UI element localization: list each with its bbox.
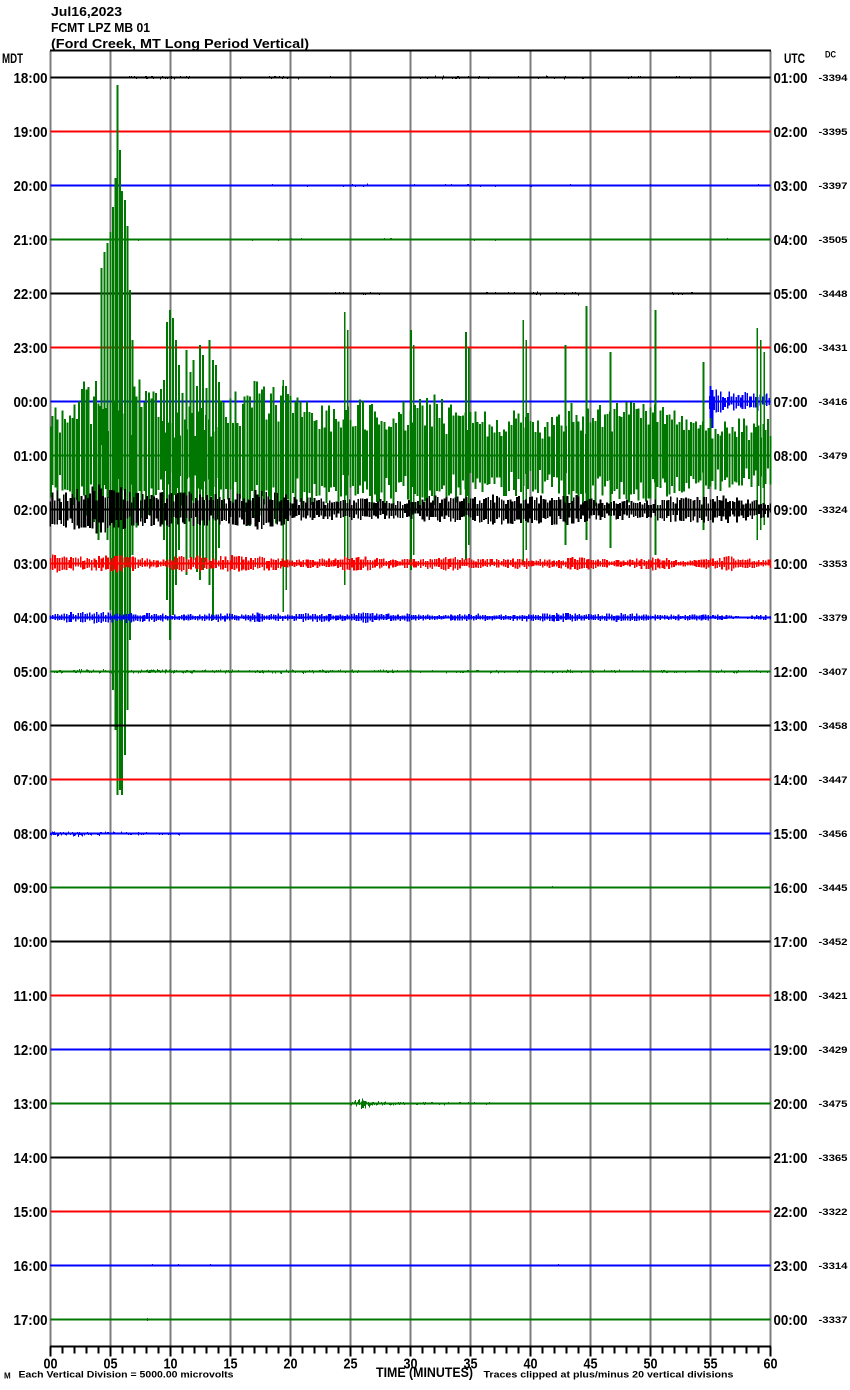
svg-text:45: 45	[584, 1357, 598, 1373]
svg-text:-3505: -3505	[819, 235, 849, 246]
svg-text:19:00: 19:00	[774, 1043, 808, 1059]
svg-text:17:00: 17:00	[14, 1313, 48, 1329]
svg-text:-3314: -3314	[819, 1261, 849, 1272]
svg-text:18:00: 18:00	[774, 989, 808, 1005]
svg-text:00:00: 00:00	[14, 395, 48, 411]
svg-text:01:00: 01:00	[774, 71, 808, 87]
svg-text:15:00: 15:00	[14, 1205, 48, 1221]
svg-text:15: 15	[224, 1357, 238, 1373]
svg-text:02:00: 02:00	[14, 503, 48, 519]
svg-text:-3452: -3452	[819, 937, 848, 948]
svg-text:07:00: 07:00	[774, 395, 808, 411]
svg-text:-3395: -3395	[819, 127, 849, 138]
svg-text:02:00: 02:00	[774, 125, 808, 141]
svg-text:-3416: -3416	[819, 397, 848, 408]
svg-text:Traces clipped at plus/minus 2: Traces clipped at plus/minus 20 vertical…	[484, 1370, 734, 1380]
svg-text:21:00: 21:00	[774, 1151, 808, 1167]
svg-text:-3407: -3407	[819, 667, 848, 678]
svg-text:22:00: 22:00	[774, 1205, 808, 1221]
svg-text:-3421: -3421	[819, 991, 849, 1002]
svg-text:-3447: -3447	[819, 775, 848, 786]
svg-text:Each Vertical Division = 5000.: Each Vertical Division = 5000.00 microvo…	[19, 1370, 234, 1380]
svg-text:13:00: 13:00	[774, 719, 808, 735]
svg-text:-3458: -3458	[819, 721, 848, 732]
svg-text:DC: DC	[825, 50, 836, 61]
svg-text:55: 55	[704, 1357, 718, 1373]
svg-text:35: 35	[464, 1357, 478, 1373]
svg-text:Jul16,2023: Jul16,2023	[51, 4, 122, 19]
svg-text:10:00: 10:00	[14, 935, 48, 951]
svg-text:(Ford Creek, MT Long Period Ve: (Ford Creek, MT Long Period Vertical)	[51, 36, 309, 51]
svg-text:M: M	[4, 1372, 11, 1381]
svg-text:12:00: 12:00	[14, 1043, 48, 1059]
svg-text:05:00: 05:00	[14, 665, 48, 681]
svg-text:60: 60	[764, 1357, 778, 1373]
svg-text:TIME (MINUTES): TIME (MINUTES)	[376, 1365, 473, 1380]
svg-text:12:00: 12:00	[774, 665, 808, 681]
svg-text:-3456: -3456	[819, 829, 848, 840]
svg-text:19:00: 19:00	[14, 125, 48, 141]
svg-text:14:00: 14:00	[774, 773, 808, 789]
svg-text:16:00: 16:00	[14, 1259, 48, 1275]
svg-text:30: 30	[404, 1357, 418, 1373]
svg-text:09:00: 09:00	[774, 503, 808, 519]
svg-text:FCMT LPZ MB 01: FCMT LPZ MB 01	[51, 20, 150, 35]
svg-text:20:00: 20:00	[14, 179, 48, 195]
svg-text:13:00: 13:00	[14, 1097, 48, 1113]
svg-text:-3475: -3475	[819, 1099, 849, 1110]
svg-text:-3322: -3322	[819, 1207, 848, 1218]
svg-text:21:00: 21:00	[14, 233, 48, 249]
svg-text:04:00: 04:00	[14, 611, 48, 627]
svg-text:17:00: 17:00	[774, 935, 808, 951]
svg-text:-3429: -3429	[819, 1045, 848, 1056]
svg-text:-3324: -3324	[819, 505, 849, 516]
svg-text:05: 05	[104, 1357, 118, 1373]
svg-text:-3479: -3479	[819, 451, 848, 462]
svg-text:UTC: UTC	[784, 51, 805, 66]
svg-text:22:00: 22:00	[14, 287, 48, 303]
svg-text:11:00: 11:00	[14, 989, 48, 1005]
svg-text:-3445: -3445	[819, 883, 849, 894]
svg-text:07:00: 07:00	[14, 773, 48, 789]
svg-text:18:00: 18:00	[14, 71, 48, 87]
svg-text:03:00: 03:00	[14, 557, 48, 573]
svg-text:01:00: 01:00	[14, 449, 48, 465]
svg-text:50: 50	[644, 1357, 658, 1373]
svg-text:40: 40	[524, 1357, 538, 1373]
svg-text:15:00: 15:00	[774, 827, 808, 843]
svg-text:09:00: 09:00	[14, 881, 48, 897]
svg-text:23:00: 23:00	[14, 341, 48, 357]
svg-text:25: 25	[344, 1357, 358, 1373]
svg-text:20: 20	[284, 1357, 298, 1373]
svg-text:03:00: 03:00	[774, 179, 808, 195]
svg-text:-3365: -3365	[819, 1153, 849, 1164]
svg-text:-3337: -3337	[819, 1315, 848, 1326]
svg-text:00:00: 00:00	[774, 1313, 808, 1329]
svg-text:-3379: -3379	[819, 613, 848, 624]
svg-text:06:00: 06:00	[774, 341, 808, 357]
svg-text:-3353: -3353	[819, 559, 848, 570]
svg-text:-3394: -3394	[819, 73, 849, 84]
svg-text:-3397: -3397	[819, 181, 848, 192]
svg-text:-3431: -3431	[819, 343, 849, 354]
svg-text:10: 10	[164, 1357, 178, 1373]
svg-text:08:00: 08:00	[14, 827, 48, 843]
svg-text:06:00: 06:00	[14, 719, 48, 735]
svg-text:23:00: 23:00	[774, 1259, 808, 1275]
svg-text:08:00: 08:00	[774, 449, 808, 465]
svg-text:10:00: 10:00	[774, 557, 808, 573]
svg-text:00: 00	[44, 1357, 58, 1373]
svg-text:14:00: 14:00	[14, 1151, 48, 1167]
svg-text:MDT: MDT	[2, 51, 24, 66]
svg-text:-3448: -3448	[819, 289, 848, 300]
svg-text:20:00: 20:00	[774, 1097, 808, 1113]
svg-text:05:00: 05:00	[774, 287, 808, 303]
svg-text:11:00: 11:00	[774, 611, 808, 627]
svg-text:04:00: 04:00	[774, 233, 808, 249]
svg-text:16:00: 16:00	[774, 881, 808, 897]
